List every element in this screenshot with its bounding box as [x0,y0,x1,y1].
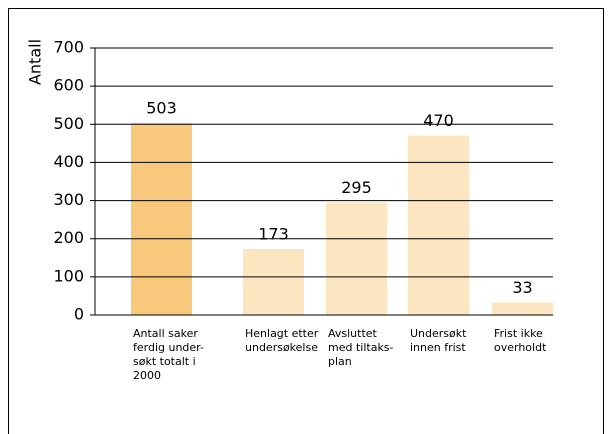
y-axis-title: Antall [26,39,45,85]
data-label: 470 [423,111,454,130]
bar [326,202,387,315]
x-tick-label: undersøkelse [245,341,318,354]
x-tick-label: Frist ikke [494,327,543,340]
x-tick-label: Henlagt etter [245,327,319,340]
bar [131,123,192,316]
data-label: 173 [258,225,289,244]
x-tick-label: 2000 [133,369,161,382]
data-label: 295 [341,178,372,197]
y-tick-label: 700 [53,38,84,57]
y-tick-label: 0 [74,305,84,324]
x-tick-label: søkt totalt i [133,355,196,368]
x-tick-label: plan [328,355,352,368]
y-tick-label: 200 [53,228,84,247]
bar [243,249,304,315]
x-tick-label: Avsluttet [328,327,378,340]
x-tick-label: ferdig under- [133,341,204,354]
chart-frame [8,8,604,434]
x-tick-label: overholdt [494,341,547,354]
y-tick-label: 100 [53,266,84,285]
y-tick-label: 500 [53,114,84,133]
x-tick-label: Undersøkt [410,327,467,340]
data-label: 503 [146,99,177,118]
y-tick-label: 600 [53,76,84,95]
x-tick-label: Antall saker [133,327,198,340]
data-label: 33 [512,278,532,297]
y-tick-label: 300 [53,190,84,209]
y-tick-label: 400 [53,152,84,171]
x-tick-label: innen frist [410,341,466,354]
bar [492,302,553,315]
bar [408,135,469,315]
x-tick-label: med tiltaks- [328,341,394,354]
